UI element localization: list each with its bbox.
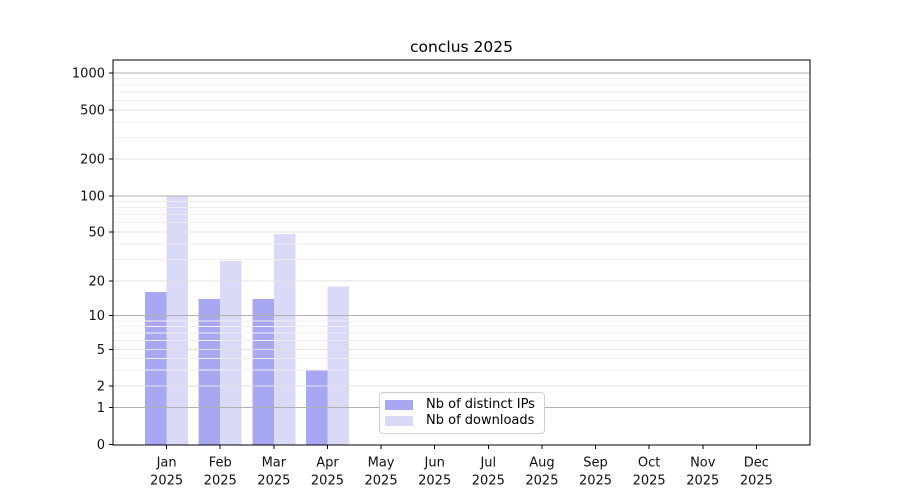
y-tick-label: 1000 [72,67,105,82]
x-tick-label-month: May [368,456,395,471]
y-tick-label: 50 [88,226,105,241]
x-tick-label-year: 2025 [579,474,612,489]
y-tick-label: 5 [97,343,105,358]
bar-distinct-ips-feb [198,298,221,445]
bars-group [145,196,349,445]
x-tick-label-month: Oct [638,456,660,471]
bar-downloads-feb [220,261,242,445]
x-tick-label-month: Jun [424,456,445,471]
x-tick-label-month: Sep [583,456,608,471]
axes-group [109,59,811,449]
y-tick-label: 100 [80,190,105,205]
x-tick-label-month: Dec [744,456,769,471]
y-tick-label: 0 [97,438,105,453]
plot-border [112,59,811,446]
tick-labels-group: Jan2025Feb2025Mar2025Apr2025May2025Jun20… [72,67,773,489]
legend-swatch-distinct-ips [385,399,413,410]
x-tick-label-month: Mar [262,456,287,471]
gridlines-group [113,72,810,408]
legend-label-downloads: Nb of downloads [426,413,535,429]
x-tick-label-year: 2025 [633,474,666,489]
x-tick-label-year: 2025 [150,474,183,489]
x-tick-label-year: 2025 [365,474,398,489]
y-tick-label: 200 [80,153,105,168]
chart-title: conclus 2025 [410,38,513,56]
x-tick-label-year: 2025 [686,474,719,489]
bar-distinct-ips-jan [145,292,167,445]
x-tick-label-month: Jul [479,456,496,471]
legend-label-distinct-ips: Nb of distinct IPs [426,396,535,412]
x-tick-label-year: 2025 [311,474,344,489]
x-tick-label-year: 2025 [472,474,505,489]
legend-item-downloads: Nb of downloads [385,414,538,428]
bar-downloads-apr [327,286,349,445]
x-tick-label-year: 2025 [740,474,773,489]
y-tick-label: 2 [97,380,105,395]
x-tick-label-year: 2025 [418,474,451,489]
y-tick-label: 10 [88,309,105,324]
x-tick-label-month: Nov [690,456,716,471]
y-tick-label: 1 [97,401,105,416]
legend: Nb of distinct IPs Nb of downloads [379,392,545,434]
x-tick-label-month: Jan [156,456,177,471]
y-tick-label: 500 [80,104,105,119]
x-tick-label-month: Aug [529,456,554,471]
x-tick-label-month: Feb [209,456,232,471]
x-tick-label-year: 2025 [257,474,290,489]
x-tick-label-month: Apr [316,456,339,471]
x-tick-label-year: 2025 [204,474,237,489]
bar-distinct-ips-mar [252,298,274,445]
legend-swatch-downloads [385,416,413,427]
legend-item-distinct-ips: Nb of distinct IPs [385,396,538,412]
x-tick-label-year: 2025 [525,474,558,489]
y-tick-label: 20 [88,275,105,290]
bar-downloads-mar [273,234,296,445]
